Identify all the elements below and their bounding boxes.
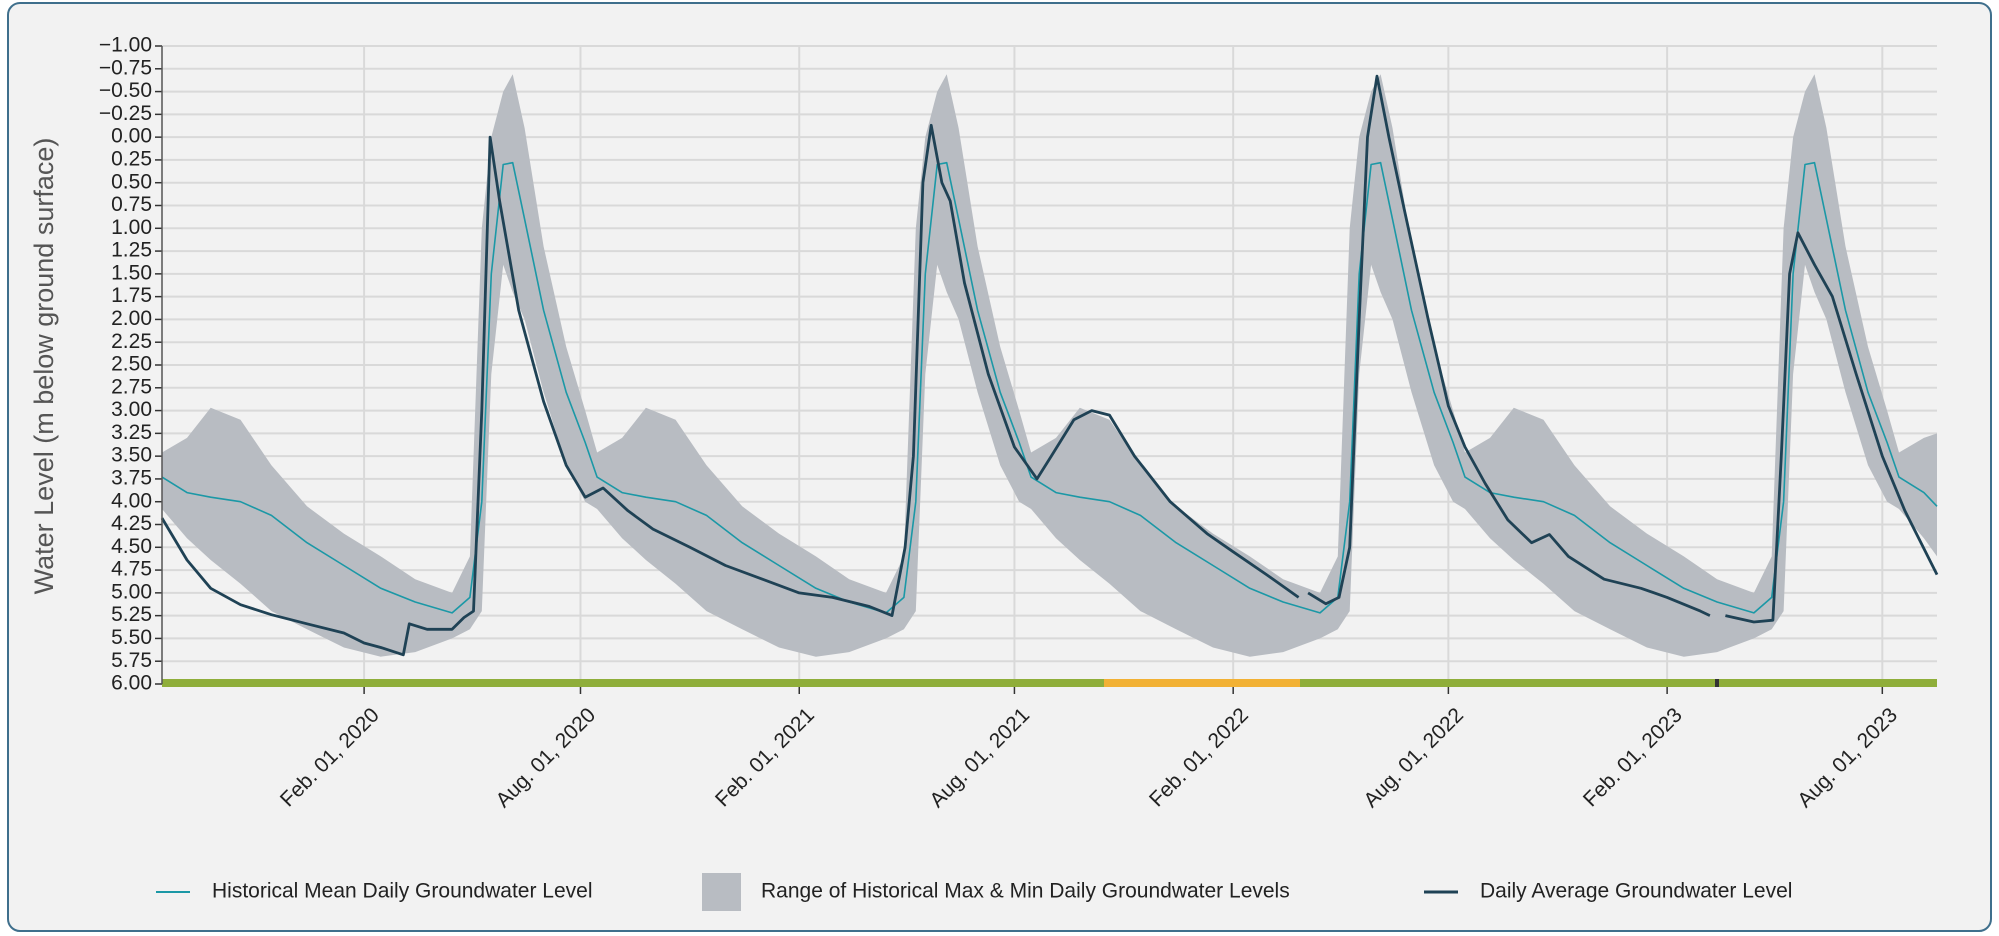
status-missing bbox=[1715, 679, 1719, 687]
status-warn bbox=[1104, 679, 1300, 687]
y-tick-label: 3.50 bbox=[111, 444, 152, 467]
y-tick-label: 4.00 bbox=[111, 489, 152, 512]
y-tick-label: −1.00 bbox=[99, 34, 152, 57]
y-tick-label: 2.50 bbox=[111, 353, 152, 376]
legend-label: Daily Average Groundwater Level bbox=[1480, 880, 1792, 903]
y-tick-label: 5.00 bbox=[111, 580, 152, 603]
status-strip bbox=[162, 679, 1937, 687]
marks bbox=[160, 74, 1939, 657]
legend-label: Historical Mean Daily Groundwater Level bbox=[212, 880, 593, 903]
series-line bbox=[160, 74, 1939, 657]
y-tick-label: 0.50 bbox=[111, 170, 152, 193]
y-tick-label: 0.00 bbox=[111, 125, 152, 148]
y-tick-label: 6.00 bbox=[111, 672, 152, 695]
status-good bbox=[1300, 679, 1937, 687]
y-tick-label: 3.75 bbox=[111, 466, 152, 489]
y-tick-label: 4.25 bbox=[111, 512, 152, 535]
y-tick-label: −0.50 bbox=[99, 79, 152, 102]
series-line bbox=[161, 161, 1938, 614]
y-tick-label: −0.75 bbox=[99, 56, 152, 79]
range-band bbox=[162, 74, 1937, 657]
y-tick-label: 4.75 bbox=[111, 558, 152, 581]
y-tick-label: 2.00 bbox=[111, 307, 152, 330]
y-tick-label: 2.25 bbox=[111, 330, 152, 353]
legend-swatch bbox=[702, 873, 741, 911]
y-tick-label: 4.50 bbox=[111, 535, 152, 558]
y-tick-label: 3.00 bbox=[111, 398, 152, 421]
y-tick-label: 5.25 bbox=[111, 603, 152, 626]
y-tick-label: 0.25 bbox=[111, 147, 152, 170]
y-tick-label: 1.25 bbox=[111, 239, 152, 262]
y-tick-label: 5.50 bbox=[111, 626, 152, 649]
y-tick-label: 5.75 bbox=[111, 649, 152, 672]
y-tick-label: −0.25 bbox=[99, 102, 152, 125]
y-tick-label: 3.25 bbox=[111, 421, 152, 444]
status-good bbox=[162, 679, 1104, 687]
y-tick-label: 1.50 bbox=[111, 261, 152, 284]
y-tick-label: 1.75 bbox=[111, 284, 152, 307]
y-tick-label: 1.00 bbox=[111, 216, 152, 239]
y-tick-label: 2.75 bbox=[111, 375, 152, 398]
y-tick-label: 0.75 bbox=[111, 193, 152, 216]
legend-label: Range of Historical Max & Min Daily Grou… bbox=[761, 880, 1290, 903]
y-axis-label: Water Level (m below ground surface) bbox=[29, 138, 59, 595]
